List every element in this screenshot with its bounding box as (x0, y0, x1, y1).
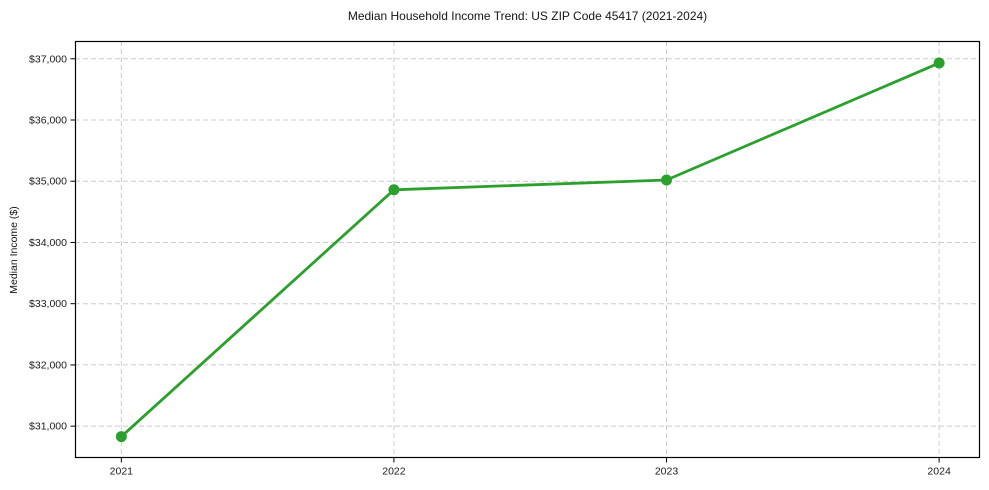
plot-border (74, 40, 981, 459)
data-point-marker (661, 174, 673, 186)
data-point-marker (115, 431, 127, 443)
chart-title: Median Household Income Trend: US ZIP Co… (347, 9, 708, 23)
y-tick-label: $33,000 (29, 298, 67, 310)
y-tick-label: $34,000 (29, 237, 67, 249)
y-tick-label: $35,000 (29, 176, 67, 188)
x-tick-label: 2023 (655, 466, 679, 478)
x-tick-label: 2021 (110, 466, 134, 478)
data-point-marker (933, 57, 945, 69)
y-tick-label: $36,000 (29, 114, 67, 126)
y-tick-label: $37,000 (29, 53, 67, 65)
x-tick-label: 2022 (382, 466, 406, 478)
series-line (119, 61, 941, 438)
data-point-marker (388, 184, 400, 196)
y-tick-label: $32,000 (29, 359, 67, 371)
y-tick-label: $31,000 (29, 421, 67, 433)
x-tick-label: 2024 (927, 466, 951, 478)
